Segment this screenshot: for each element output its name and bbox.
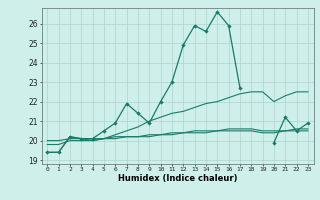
X-axis label: Humidex (Indice chaleur): Humidex (Indice chaleur) [118,174,237,183]
